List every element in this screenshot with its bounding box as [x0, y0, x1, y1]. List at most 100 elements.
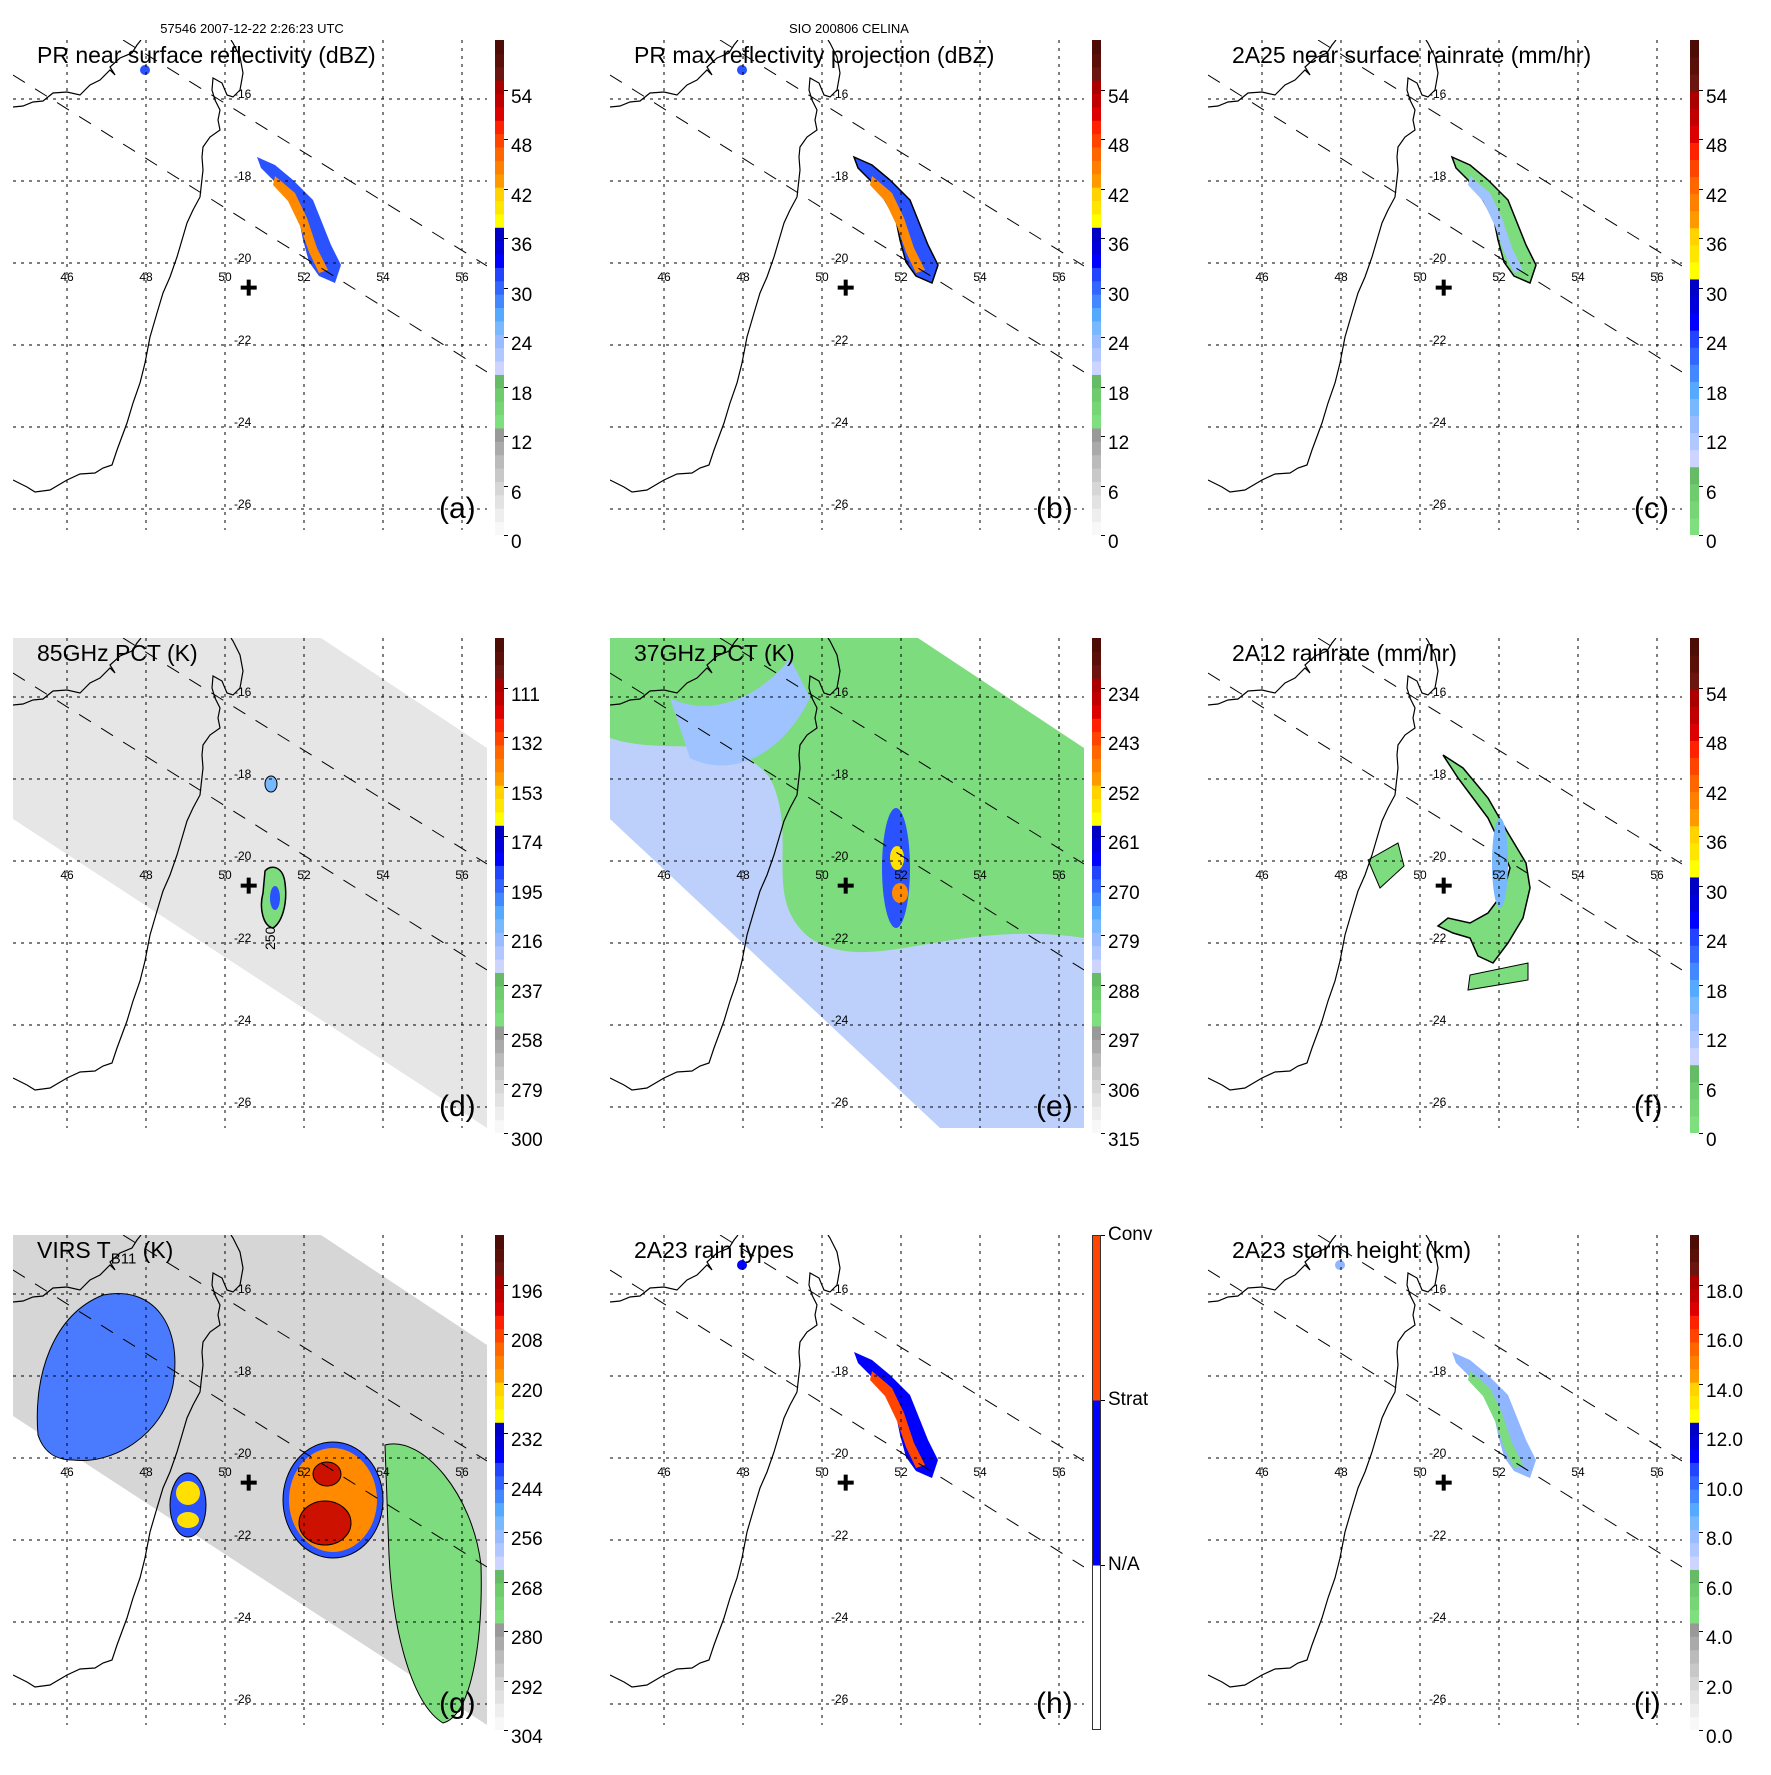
colorbar-tick-label: 24	[1706, 932, 1728, 953]
colorbar-tick-mark	[1699, 1433, 1703, 1434]
colorbar-band	[1092, 1400, 1101, 1566]
colorbar-tick-mark	[504, 535, 508, 536]
colorbar-tick-mark	[504, 1532, 508, 1533]
colorbar-band	[495, 678, 504, 693]
coastline	[610, 40, 841, 493]
colorbar-band	[1092, 427, 1101, 442]
colorbar-band	[1690, 757, 1699, 776]
latitude-label: -20	[831, 251, 849, 265]
colorbar-band	[495, 1703, 504, 1718]
colorbar-band	[1690, 1408, 1699, 1423]
colorbar-band	[1690, 1676, 1699, 1691]
pr-swath-edge	[610, 1269, 1084, 1568]
panel-letter: (e)	[1036, 1090, 1073, 1123]
colorbar-band	[1690, 466, 1699, 485]
colorbar-band	[495, 414, 504, 429]
colorbar-tick-label: Conv	[1108, 1224, 1153, 1245]
colorbar-band	[1092, 905, 1101, 920]
longitude-label: 48	[1334, 1465, 1348, 1479]
colorbar-tick-label: 279	[1108, 932, 1140, 953]
colorbar-band	[1690, 928, 1699, 946]
latitude-label: -20	[1429, 251, 1447, 265]
colorbar-band	[1690, 261, 1699, 280]
map-view: 46 48 50 52 54 56 -16 -18 -20 -22 -24 -26	[610, 1235, 1084, 1725]
longitude-label: 52	[894, 1465, 908, 1479]
colorbar-canvas	[1092, 1235, 1101, 1730]
colorbar-tick-label: 174	[511, 833, 543, 854]
colorbar-tick-mark	[504, 885, 508, 887]
pr-swath-edge	[122, 1235, 487, 1462]
colorbar-band	[495, 1582, 504, 1597]
rain-region	[1436, 754, 1531, 964]
colorbar-tick-mark	[1101, 687, 1105, 689]
longitude-label: 52	[1492, 868, 1506, 882]
colorbar-band	[1092, 40, 1101, 54]
colorbar-band	[495, 758, 504, 773]
storm-center-cross-icon	[1435, 1474, 1452, 1491]
colorbar-band	[1690, 962, 1699, 980]
colorbar-band	[1690, 1342, 1699, 1356]
longitude-label: 48	[736, 1465, 750, 1479]
colorbar-band	[495, 918, 504, 933]
colorbar-band	[1092, 731, 1101, 746]
colorbar-tick-mark	[1699, 1532, 1703, 1533]
colorbar-band	[495, 1119, 504, 1133]
rain-core	[1492, 818, 1508, 908]
colorbar-band	[1092, 361, 1101, 375]
colorbar-band	[495, 53, 504, 68]
colorbar-band	[495, 93, 504, 108]
colorbar-band	[1690, 1301, 1699, 1316]
colorbar-tick-mark	[1699, 89, 1703, 91]
longitude-label: 46	[1255, 270, 1269, 284]
colorbar-band	[1092, 120, 1101, 135]
panel-e: 46 48 50 52 54 56 -16 -18 -20 -22 -24 -26 37GHz PCT …	[610, 638, 1170, 1178]
latitude-label: -22	[234, 333, 252, 347]
storm-name-label: SIO 200806 CELINA	[789, 21, 909, 36]
longitude-label: 54	[973, 270, 987, 284]
colorbar-band	[495, 852, 504, 866]
colorbar-band	[1690, 1502, 1699, 1517]
colorbar-tick-mark	[504, 1631, 508, 1632]
colorbar-band	[495, 441, 504, 456]
colorbar-band	[1690, 1569, 1699, 1584]
colorbar-tick-label: 54	[1706, 86, 1728, 108]
map-view: 46 48 50 52 54 56 -16 -18 -20 -22 -24 -26	[610, 638, 1084, 1128]
colorbar-band	[495, 347, 504, 362]
colorbar-band	[1690, 996, 1699, 1015]
panel-letter: (h)	[1036, 1687, 1073, 1720]
colorbar-band	[495, 1092, 504, 1107]
longitude-label: 50	[1413, 1465, 1427, 1479]
colorbar-band	[495, 825, 504, 840]
colorbar-tick-label: 12	[1108, 433, 1130, 454]
pr-swath-edge	[122, 638, 487, 865]
colorbar-tick-label: 30	[511, 284, 533, 306]
colorbar-band	[1690, 483, 1699, 502]
colorbar-band	[1690, 1013, 1699, 1032]
colorbar-tick-label: 237	[511, 981, 543, 1003]
colorbar-band	[1092, 972, 1101, 987]
colorbar-band	[495, 1502, 504, 1517]
colorbar-tick-mark	[504, 89, 508, 91]
colorbar-band	[1092, 878, 1101, 893]
colorbar-band	[1092, 1052, 1101, 1067]
colorbar-band	[495, 1261, 504, 1276]
colorbar-tick-mark	[1101, 1083, 1105, 1085]
colorbar-band	[1690, 774, 1699, 793]
latitude-label: -22	[1429, 333, 1447, 347]
coastline	[13, 40, 142, 108]
colorbar-band	[1092, 227, 1101, 242]
longitude-label: 54	[973, 868, 987, 882]
colorbar-band	[1690, 1435, 1699, 1450]
colorbar-band	[1690, 1288, 1699, 1303]
colorbar-band	[495, 1449, 504, 1463]
colorbar-tick-label: 48	[1108, 136, 1130, 157]
colorbar-tick-label: 252	[1108, 783, 1140, 805]
colorbar-band	[495, 892, 504, 907]
latitude-label: -22	[234, 1528, 252, 1542]
colorbar-band	[1092, 240, 1101, 255]
colorbar-tick-label: 30	[1108, 284, 1130, 306]
colorbar-tick-label: 36	[511, 235, 533, 256]
map-canvas: 46 48 50 52 54 56 -16 -18 -20 -22 -24 -26	[1208, 40, 1682, 530]
colorbar-band	[1092, 1092, 1101, 1107]
colorbar-tick-mark	[504, 1581, 508, 1583]
